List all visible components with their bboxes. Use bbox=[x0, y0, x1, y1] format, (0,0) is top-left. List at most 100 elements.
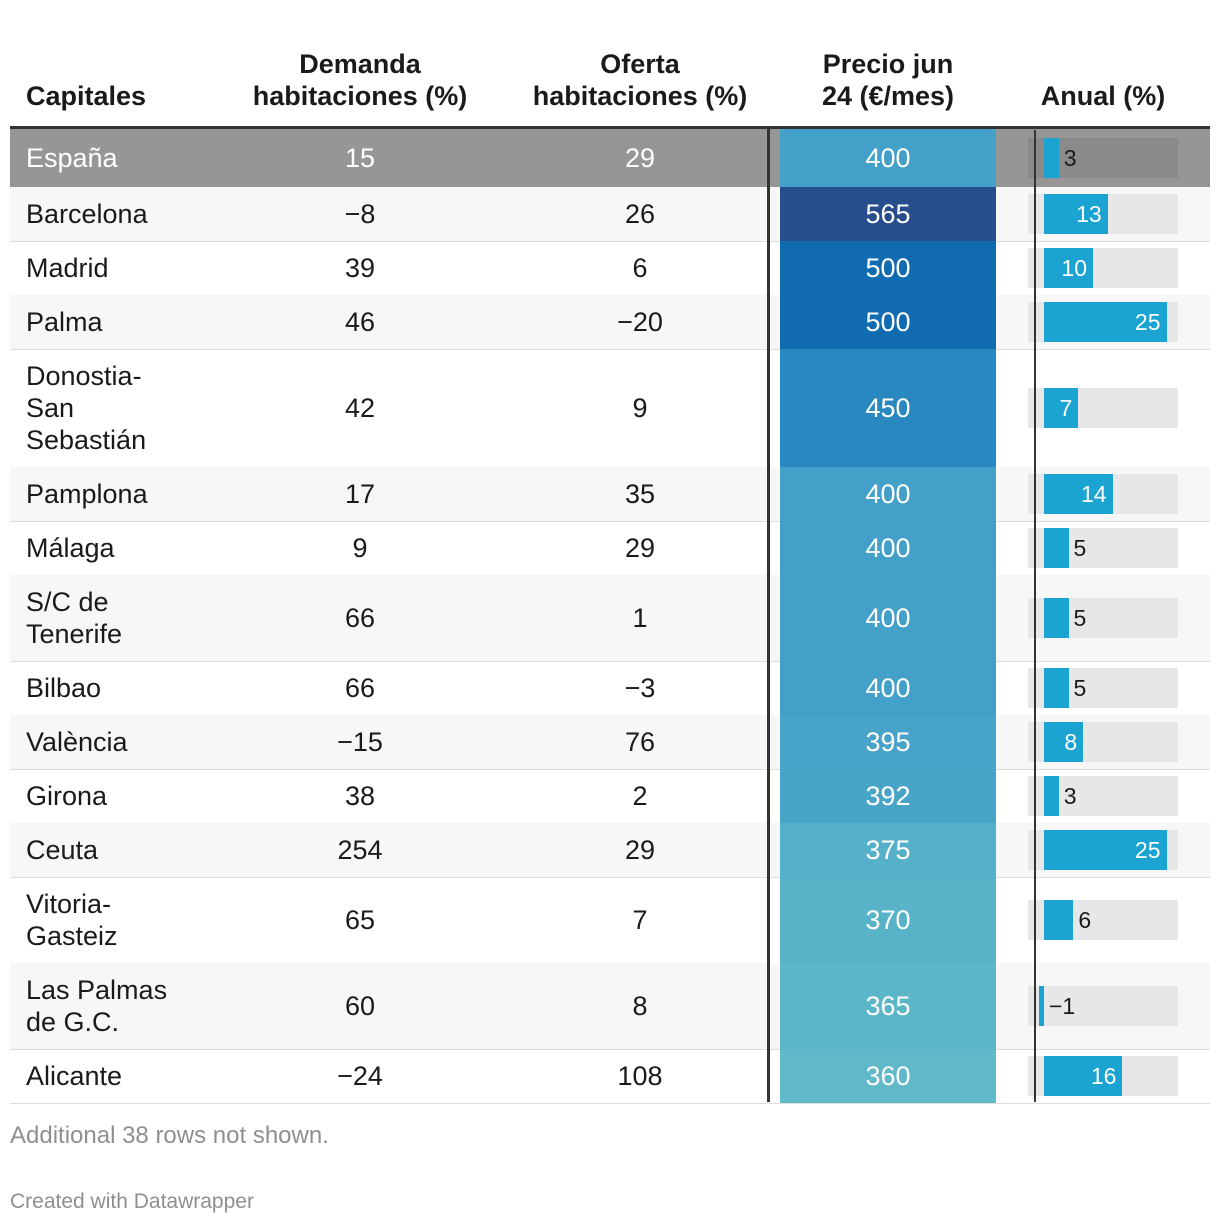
cell-anual: 16 bbox=[1028, 1049, 1178, 1103]
anual-value-label: 13 bbox=[1076, 201, 1102, 227]
anual-value-label: −1 bbox=[1049, 993, 1076, 1019]
anual-value-label: 25 bbox=[1134, 309, 1161, 335]
cell-oferta: 6 bbox=[632, 253, 648, 283]
cell-precio: 400 bbox=[780, 521, 996, 575]
cell-capital: Madrid bbox=[26, 241, 226, 295]
table-row: Girona 38 2 392 3 bbox=[10, 769, 1210, 824]
table-row: Bilbao 66 −3 400 5 bbox=[10, 661, 1210, 716]
header-precio[interactable]: Precio jun 24 (€/mes) bbox=[821, 49, 955, 111]
cell-demanda: −8 bbox=[344, 199, 376, 229]
header-demanda[interactable]: Demanda habitaciones (%) bbox=[252, 49, 468, 111]
anual-value-label: 25 bbox=[1134, 837, 1161, 863]
column-divider bbox=[767, 126, 770, 1102]
header-capitales[interactable]: Capitales bbox=[26, 81, 147, 111]
anual-bar bbox=[1044, 598, 1069, 638]
capital-name-line: Bilbao bbox=[26, 673, 102, 703]
anual-bar bbox=[1044, 474, 1113, 514]
capital-name-line: Gasteiz bbox=[26, 921, 118, 951]
capital-name-line: Ceuta bbox=[26, 835, 99, 865]
capital-name-line: Girona bbox=[26, 781, 108, 811]
anual-bar bbox=[1044, 668, 1069, 708]
cell-demanda: 66 bbox=[344, 603, 376, 633]
cell-capital: Donostia- San Sebastián bbox=[26, 349, 226, 467]
cell-anual: 5 bbox=[1028, 521, 1178, 575]
cell-precio: 500 bbox=[780, 241, 996, 295]
cell-oferta: 9 bbox=[632, 393, 648, 423]
cell-capital: S/C de Tenerife bbox=[26, 575, 226, 661]
cell-precio: 450 bbox=[780, 349, 996, 467]
anual-value-label: 3 bbox=[1063, 145, 1077, 171]
anual-value-label: 5 bbox=[1073, 535, 1087, 561]
cell-oferta: 7 bbox=[632, 905, 648, 935]
anual-value-label: 6 bbox=[1078, 907, 1092, 933]
cell-demanda: 254 bbox=[337, 835, 383, 865]
capital-name-line: Barcelona bbox=[26, 199, 148, 229]
capital-name-line: Tenerife bbox=[26, 619, 123, 649]
cell-demanda: −24 bbox=[337, 1061, 383, 1091]
cell-oferta: 1 bbox=[632, 603, 648, 633]
cell-precio: 365 bbox=[780, 963, 996, 1049]
cell-capital: Málaga bbox=[26, 521, 226, 575]
cell-oferta: −20 bbox=[617, 307, 663, 337]
cell-anual: 6 bbox=[1028, 877, 1178, 963]
cell-capital: España bbox=[26, 129, 226, 187]
cell-capital: Pamplona bbox=[26, 467, 226, 521]
cell-oferta: 26 bbox=[624, 199, 656, 229]
table-row: València −15 76 395 8 bbox=[10, 715, 1210, 770]
cell-precio: 400 bbox=[780, 575, 996, 661]
anual-bar bbox=[1044, 138, 1059, 178]
datawrapper-credit: Created with Datawrapper bbox=[10, 1190, 254, 1213]
table-header: Capitales Demanda habitaciones (%) Ofert… bbox=[10, 0, 1210, 129]
capital-name-line: Pamplona bbox=[26, 479, 148, 509]
cell-demanda: 65 bbox=[344, 905, 376, 935]
cell-anual: 14 bbox=[1028, 467, 1178, 521]
table-row: Donostia- San Sebastián 42 9 450 7 bbox=[10, 349, 1210, 468]
cell-precio: 500 bbox=[780, 295, 996, 349]
anual-bar bbox=[1044, 1056, 1123, 1096]
cell-oferta: 29 bbox=[624, 143, 656, 173]
cell-demanda: 17 bbox=[344, 479, 376, 509]
capital-name-line: San bbox=[26, 393, 75, 423]
cell-capital: Alicante bbox=[26, 1049, 226, 1103]
cell-precio: 392 bbox=[780, 769, 996, 823]
cell-oferta: 29 bbox=[624, 533, 656, 563]
table-row: Las Palmas de G.C. 60 8 365 −1 bbox=[10, 963, 1210, 1050]
header-oferta[interactable]: Oferta habitaciones (%) bbox=[532, 49, 748, 111]
header-anual[interactable]: Anual (%) bbox=[1040, 81, 1166, 111]
cell-demanda: 60 bbox=[344, 991, 376, 1021]
cell-demanda: 39 bbox=[344, 253, 376, 283]
cell-anual: 25 bbox=[1028, 295, 1178, 349]
anual-bar bbox=[1044, 830, 1167, 870]
anual-bar bbox=[1044, 248, 1093, 288]
cell-demanda: 42 bbox=[344, 393, 376, 423]
anual-bar bbox=[1044, 388, 1079, 428]
capital-name-line: Vitoria- bbox=[26, 889, 112, 919]
capital-name-line: Madrid bbox=[26, 253, 109, 283]
cell-demanda: −15 bbox=[337, 727, 383, 757]
anual-bar bbox=[1044, 302, 1167, 342]
table-row: Alicante −24 108 360 16 bbox=[10, 1049, 1210, 1104]
anual-zero-axis bbox=[1034, 130, 1036, 1102]
capital-name-line: València bbox=[26, 727, 128, 757]
anual-bar-track bbox=[1028, 986, 1178, 1026]
capital-name-line: Las Palmas bbox=[26, 975, 168, 1005]
cell-capital: Bilbao bbox=[26, 661, 226, 715]
capital-name-line: España bbox=[26, 143, 118, 173]
cell-oferta: −3 bbox=[624, 673, 656, 703]
cell-demanda: 38 bbox=[344, 781, 376, 811]
table-row: Barcelona −8 26 565 13 bbox=[10, 187, 1210, 242]
cell-capital: Ceuta bbox=[26, 823, 226, 877]
cell-precio: 395 bbox=[780, 715, 996, 769]
anual-value-label: 16 bbox=[1090, 1063, 1117, 1089]
capital-name-line: Alicante bbox=[26, 1061, 123, 1091]
table-row: Palma 46 −20 500 25 bbox=[10, 295, 1210, 350]
anual-value-label: 7 bbox=[1059, 395, 1073, 421]
anual-bar bbox=[1039, 986, 1044, 1026]
cell-anual: 7 bbox=[1028, 349, 1178, 467]
cell-precio: 360 bbox=[780, 1049, 996, 1103]
cell-anual: 10 bbox=[1028, 241, 1178, 295]
capital-name-line: Donostia- bbox=[26, 361, 142, 391]
cell-precio: 565 bbox=[780, 187, 996, 241]
table-row: Vitoria- Gasteiz 65 7 370 6 bbox=[10, 877, 1210, 964]
anual-value-label: 5 bbox=[1073, 605, 1087, 631]
